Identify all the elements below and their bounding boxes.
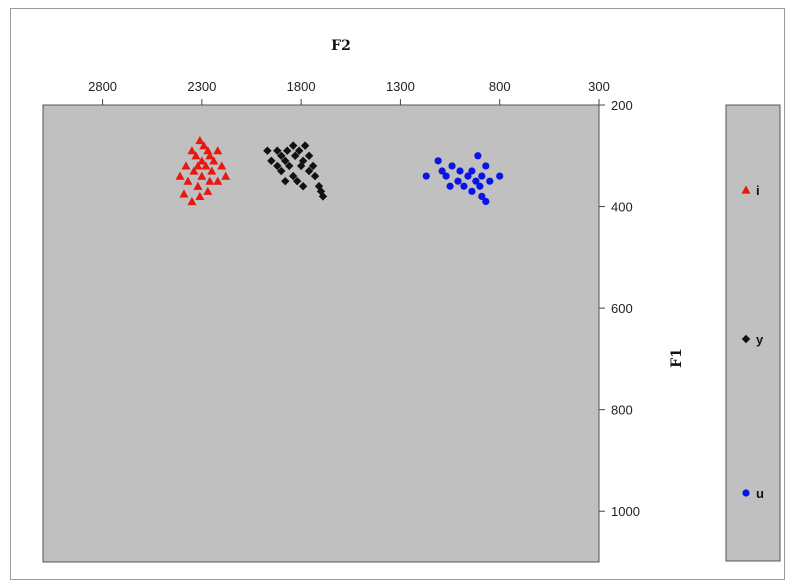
point-u: [496, 172, 504, 180]
x-tick-label: 2800: [88, 79, 117, 94]
point-y: [318, 192, 328, 201]
point-i: [201, 161, 211, 170]
point-i: [195, 191, 205, 200]
point-u: [422, 172, 430, 180]
legend-label-u: u: [756, 486, 764, 501]
point-y: [310, 171, 320, 181]
x-tick-label: 2300: [187, 79, 216, 94]
y-tick-label: 200: [611, 98, 633, 113]
point-u: [434, 157, 442, 165]
point-y: [285, 161, 294, 171]
point-u: [478, 172, 486, 180]
point-i: [183, 176, 193, 185]
point-i: [203, 186, 213, 195]
point-y: [289, 171, 298, 181]
point-u: [476, 182, 484, 190]
point-u: [482, 197, 490, 206]
y-tick-label: 1000: [611, 504, 640, 519]
point-i: [175, 171, 185, 180]
legend-marker-i: [741, 185, 751, 194]
point-u: [442, 172, 450, 180]
point-i: [205, 151, 215, 160]
point-y: [267, 156, 276, 166]
point-y: [283, 146, 292, 155]
point-u: [468, 187, 476, 195]
point-y: [292, 176, 302, 186]
point-y: [281, 176, 290, 186]
point-i: [197, 171, 207, 180]
point-i: [209, 156, 219, 165]
data-points: [175, 136, 504, 206]
point-y: [277, 166, 286, 176]
point-i: [181, 161, 191, 170]
point-u: [486, 177, 494, 185]
point-u: [464, 172, 472, 180]
point-y: [289, 141, 298, 150]
x-tick-label: 300: [588, 79, 610, 94]
y-tick-label: 800: [611, 403, 633, 418]
legend-label-i: i: [756, 183, 760, 198]
point-u: [454, 177, 462, 185]
legend-marker-y: [741, 334, 751, 344]
point-y: [263, 146, 272, 155]
point-y: [300, 141, 310, 150]
point-y: [304, 166, 314, 176]
point-y: [314, 182, 324, 191]
point-i: [197, 156, 207, 165]
point-y: [294, 146, 304, 155]
point-i: [207, 166, 217, 175]
point-y: [273, 146, 282, 155]
point-u: [438, 167, 446, 175]
point-u: [482, 162, 490, 170]
legend-items: i y u: [741, 183, 764, 501]
point-i: [193, 161, 203, 170]
point-y: [277, 151, 286, 160]
point-i: [213, 176, 223, 185]
point-i: [205, 176, 215, 185]
point-y: [308, 161, 318, 171]
legend: [725, 104, 781, 562]
point-u: [474, 152, 482, 160]
x-tick-label: 1300: [386, 79, 415, 94]
point-i: [221, 171, 231, 180]
point-i: [217, 161, 227, 170]
chart: 2800 2300 1800 1300 800 300 2004006008001000 …: [42, 38, 781, 563]
point-i: [213, 146, 223, 155]
legend-marker-u: [742, 489, 750, 497]
point-u: [468, 167, 476, 175]
x-axis-title: F2: [331, 38, 351, 54]
point-y: [298, 182, 308, 191]
point-i: [187, 146, 197, 155]
point-y: [290, 151, 300, 160]
point-y: [281, 156, 290, 166]
point-u: [456, 167, 464, 175]
point-y: [273, 161, 282, 171]
point-i: [199, 141, 209, 150]
point-i: [195, 136, 205, 145]
point-u: [446, 182, 454, 190]
point-u: [460, 182, 468, 190]
point-y: [304, 151, 314, 160]
point-i: [193, 181, 203, 190]
point-i: [179, 189, 189, 198]
plot-area: [42, 104, 600, 563]
legend-label-y: y: [756, 332, 764, 347]
point-u: [448, 162, 456, 170]
x-tick-label: 800: [489, 79, 511, 94]
point-y: [296, 161, 306, 171]
point-i: [189, 166, 199, 175]
x-tick-label: 1800: [287, 79, 316, 94]
point-i: [191, 151, 201, 160]
y-tick-label: 600: [611, 301, 633, 316]
y-axis: 200 400 600 800 1000: [599, 98, 640, 519]
chart-frame: 2800 2300 1800 1300 800 300 200 400 600 800 1000 …: [10, 8, 785, 580]
point-i: [187, 196, 197, 206]
point-u: [472, 177, 480, 185]
point-u: [478, 192, 486, 200]
y-tick-label: 400: [611, 200, 633, 215]
x-axis: 2800 2300 1800 1300 800 300: [88, 79, 610, 105]
y-axis-title: F1: [669, 348, 685, 368]
